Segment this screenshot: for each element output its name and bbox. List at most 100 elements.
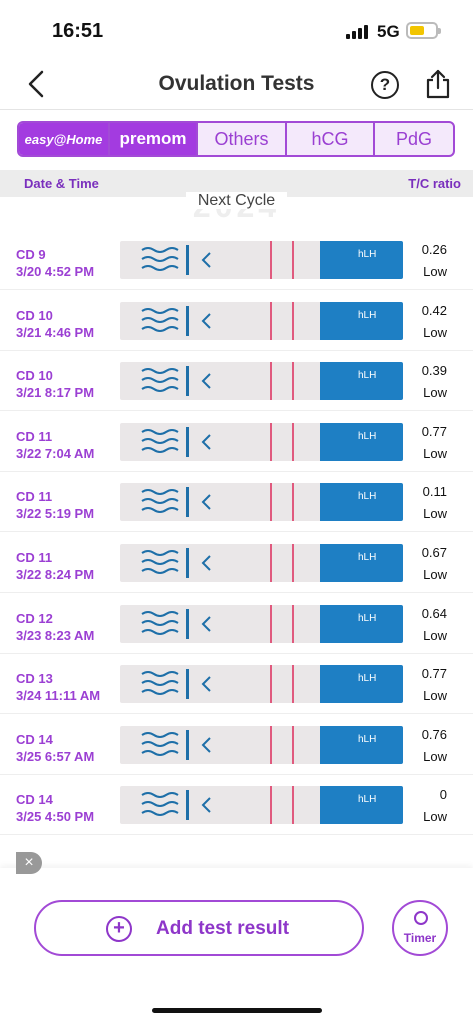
column-tc-ratio: T/C ratio	[408, 176, 461, 191]
test-strip-image[interactable]: hLH	[120, 362, 403, 401]
plus-icon: +	[106, 916, 132, 942]
lh-level: Low	[423, 445, 447, 461]
cycle-day: CD 14	[16, 731, 53, 747]
test-datetime: 3/24 11:11 AM	[16, 688, 101, 704]
cycle-banner: 2024 Next Cycle	[0, 188, 473, 224]
tc-ratio-value: 0.67	[421, 545, 447, 560]
test-row[interactable]: CD 10 3/21 8:17 PM hLH 0.39 Low	[0, 351, 473, 412]
strip-graphic: hLH	[120, 725, 403, 764]
tc-ratio-value: 0.11	[422, 484, 447, 500]
status-bar: 16:51 5G	[0, 0, 473, 60]
strip-label: hLH	[358, 431, 376, 442]
strip-label: hLH	[358, 370, 376, 381]
strip-label: hLH	[358, 552, 376, 563]
test-datetime: 3/22 8:24 PM	[16, 567, 95, 582]
tab-premom[interactable]: premom	[108, 123, 196, 155]
test-datetime: 3/22 7:04 AM	[16, 445, 95, 461]
test-strip-image[interactable]: hLH	[120, 241, 403, 279]
strip-graphic: hLH	[120, 241, 403, 279]
clock-icon	[414, 911, 428, 925]
test-datetime: 3/21 8:17 PM	[16, 385, 95, 401]
add-test-result-button[interactable]: + Add test result	[34, 900, 364, 956]
test-row[interactable]: CD 9 3/20 4:52 PM hLH 0.26 Low	[0, 230, 473, 290]
help-button[interactable]: ?	[371, 71, 399, 99]
tc-ratio-value: 0.42	[421, 302, 447, 318]
lh-level: Low	[423, 324, 447, 340]
strip-graphic: hLH	[120, 786, 403, 825]
cycle-day: CD 10	[16, 368, 53, 384]
test-strip-image[interactable]: hLH	[120, 665, 403, 704]
strip-label: hLH	[358, 794, 376, 805]
status-time: 16:51	[52, 20, 104, 42]
network-type: 5G	[377, 22, 400, 41]
tab-hcg[interactable]: hCG	[285, 123, 373, 155]
nav-bar: Ovulation Tests ?	[0, 60, 473, 110]
test-row[interactable]: CD 14 3/25 4:50 PM hLH 0 Low	[0, 775, 473, 836]
strip-graphic: hLH	[120, 483, 403, 522]
close-icon[interactable]: ×	[16, 852, 42, 874]
lh-level: Low	[423, 385, 447, 401]
cycle-label: Next Cycle	[185, 192, 288, 209]
cycle-day: CD 11	[16, 489, 53, 505]
test-strip-image[interactable]: hLH	[120, 725, 403, 764]
back-button[interactable]	[22, 68, 52, 100]
home-indicator	[152, 1008, 322, 1013]
lh-level: Low	[423, 688, 447, 704]
test-datetime: 3/25 4:50 PM	[16, 809, 95, 825]
cycle-day: CD 13	[16, 671, 53, 687]
test-row[interactable]: CD 13 3/24 11:11 AM hLH 0.77 Low	[0, 654, 473, 715]
test-strip-image[interactable]: hLH	[120, 422, 403, 461]
cycle-day: CD 9	[16, 247, 46, 262]
strip-label: hLH	[358, 491, 376, 502]
share-button[interactable]	[424, 68, 452, 100]
share-icon	[426, 69, 450, 99]
tc-ratio-value: 0.64	[421, 605, 447, 621]
tab-others[interactable]: Others	[196, 123, 285, 155]
strip-graphic: hLH	[120, 301, 403, 340]
test-row[interactable]: CD 11 3/22 5:19 PM hLH 0.11 Low	[0, 472, 473, 533]
strip-graphic: hLH	[120, 544, 403, 582]
test-strip-image[interactable]: hLH	[120, 604, 403, 643]
timer-button[interactable]: Timer	[392, 900, 448, 956]
cycle-day: CD 12	[16, 610, 53, 626]
test-strip-image[interactable]: hLH	[120, 483, 403, 522]
test-strip-image[interactable]: hLH	[120, 544, 403, 582]
test-row[interactable]: CD 12 3/23 8:23 AM hLH 0.64 Low	[0, 594, 473, 654]
lh-level: Low	[423, 506, 447, 522]
tc-ratio-value: 0	[439, 787, 447, 803]
strip-label: hLH	[358, 249, 376, 260]
chevron-left-icon	[28, 70, 44, 98]
tc-ratio-value: 0.77	[421, 423, 447, 439]
column-date-time: Date & Time	[24, 176, 99, 191]
strip-label: hLH	[358, 613, 376, 624]
strip-graphic: hLH	[120, 422, 403, 461]
tc-ratio-value: 0.26	[421, 242, 447, 257]
lh-level: Low	[423, 748, 447, 764]
tc-ratio-value: 0.77	[421, 666, 447, 682]
column-header: Date & Time T/C ratio	[0, 170, 473, 197]
strip-label: hLH	[358, 673, 376, 684]
tc-ratio-value: 0.39	[421, 363, 447, 379]
test-row[interactable]: CD 10 3/21 4:46 PM hLH 0.42 Low	[0, 291, 473, 351]
test-strip-image[interactable]: hLH	[120, 786, 403, 825]
cycle-day: CD 11	[16, 428, 53, 444]
signal-icon	[346, 25, 368, 39]
strip-label: hLH	[358, 310, 376, 321]
cycle-day: CD 14	[16, 792, 53, 808]
strip-graphic: hLH	[120, 362, 403, 401]
tc-ratio-value: 0.76	[421, 726, 447, 742]
test-datetime: 3/20 4:52 PM	[16, 264, 95, 279]
test-row[interactable]: CD 11 3/22 8:24 PM hLH 0.67 Low	[0, 533, 473, 593]
cycle-day: CD 10	[16, 307, 53, 323]
strip-graphic: hLH	[120, 665, 403, 704]
test-row[interactable]: CD 11 3/22 7:04 AM hLH 0.77 Low	[0, 412, 473, 472]
lh-level: Low	[423, 264, 447, 279]
test-datetime: 3/23 8:23 AM	[16, 627, 95, 643]
test-strip-image[interactable]: hLH	[120, 301, 403, 340]
cycle-day: CD 11	[16, 550, 53, 565]
test-row[interactable]: CD 14 3/25 6:57 AM hLH 0.76 Low	[0, 715, 473, 775]
lh-level: Low	[423, 627, 447, 643]
tab-pdg[interactable]: PdG	[373, 123, 453, 155]
tab-easy-home[interactable]: easy@Home	[19, 123, 108, 155]
strip-graphic: hLH	[120, 604, 403, 643]
